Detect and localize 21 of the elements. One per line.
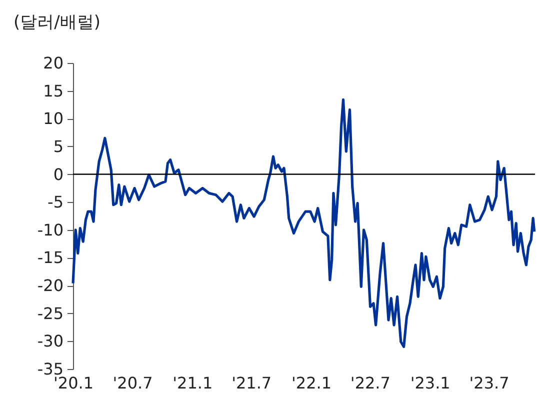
y-tick-label: 5: [53, 136, 64, 156]
y-tick-label: -30: [37, 332, 64, 351]
y-tick-label: -15: [37, 248, 64, 268]
y-tick-label: -20: [37, 276, 64, 296]
x-tick-label: '21.7: [232, 374, 272, 392]
x-tick-label: '20.7: [112, 374, 153, 392]
x-tick-label: '22.1: [291, 374, 332, 392]
x-tick-label: '21.1: [172, 374, 213, 392]
x-tick-label: '23.7: [469, 374, 510, 392]
y-tick-label: 20: [43, 54, 64, 72]
x-tick-label: '22.7: [350, 374, 390, 392]
y-axis-title: (달러/배럴): [14, 12, 100, 32]
x-tick-label: '20.1: [53, 374, 94, 392]
x-tick-label: '23.1: [410, 374, 450, 392]
line-series: [72, 98, 536, 348]
y-tick-label: -10: [37, 220, 64, 240]
y-tick-label: -5: [48, 192, 64, 212]
y-tick-label: 0: [53, 164, 64, 184]
y-tick-label: 10: [43, 109, 64, 128]
y-tick-label: 15: [43, 81, 64, 100]
y-tick-label: -25: [37, 304, 64, 323]
